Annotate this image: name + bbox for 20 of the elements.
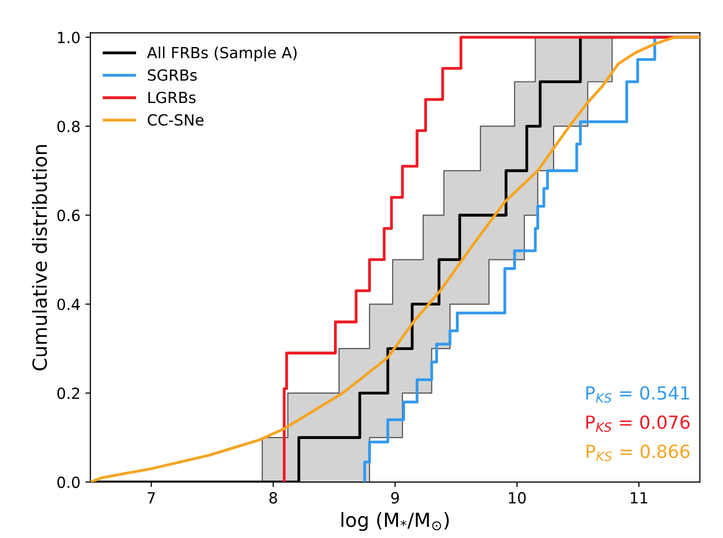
x-axis-title: log (M$_{*}$/M$_{⊙}$) [342,512,449,531]
y-tick-label: 0.4 [57,298,80,310]
y-tick-label: 1.0 [58,32,80,44]
y-tick-label: 0.0 [57,476,80,488]
annotation: P$_{KS}$ = 0.541 [586,386,690,403]
legend-label: LGRBs [148,92,196,104]
x-tick-label: 9 [391,492,399,504]
legend-label: All FRBs (Sample A) [147,46,297,62]
annotation: P$_{KS}$ = 0.076 [586,415,690,432]
y-axis-title: Cumulative distribution [32,145,48,370]
y-tick-label: 0.2 [57,388,80,400]
x-tick-label: 7 [148,492,155,504]
legend-label: CC-SNe [148,114,204,126]
y-tick-label: 0.8 [57,120,80,132]
annotation: P$_{KS}$ = 0.866 [586,444,690,462]
x-tick-label: 11 [630,492,648,504]
x-tick-label: 8 [269,492,278,504]
y-tick-label: 0.6 [57,210,80,222]
x-tick-label: 10 [508,492,526,504]
legend-label: SGRBs [148,69,197,81]
